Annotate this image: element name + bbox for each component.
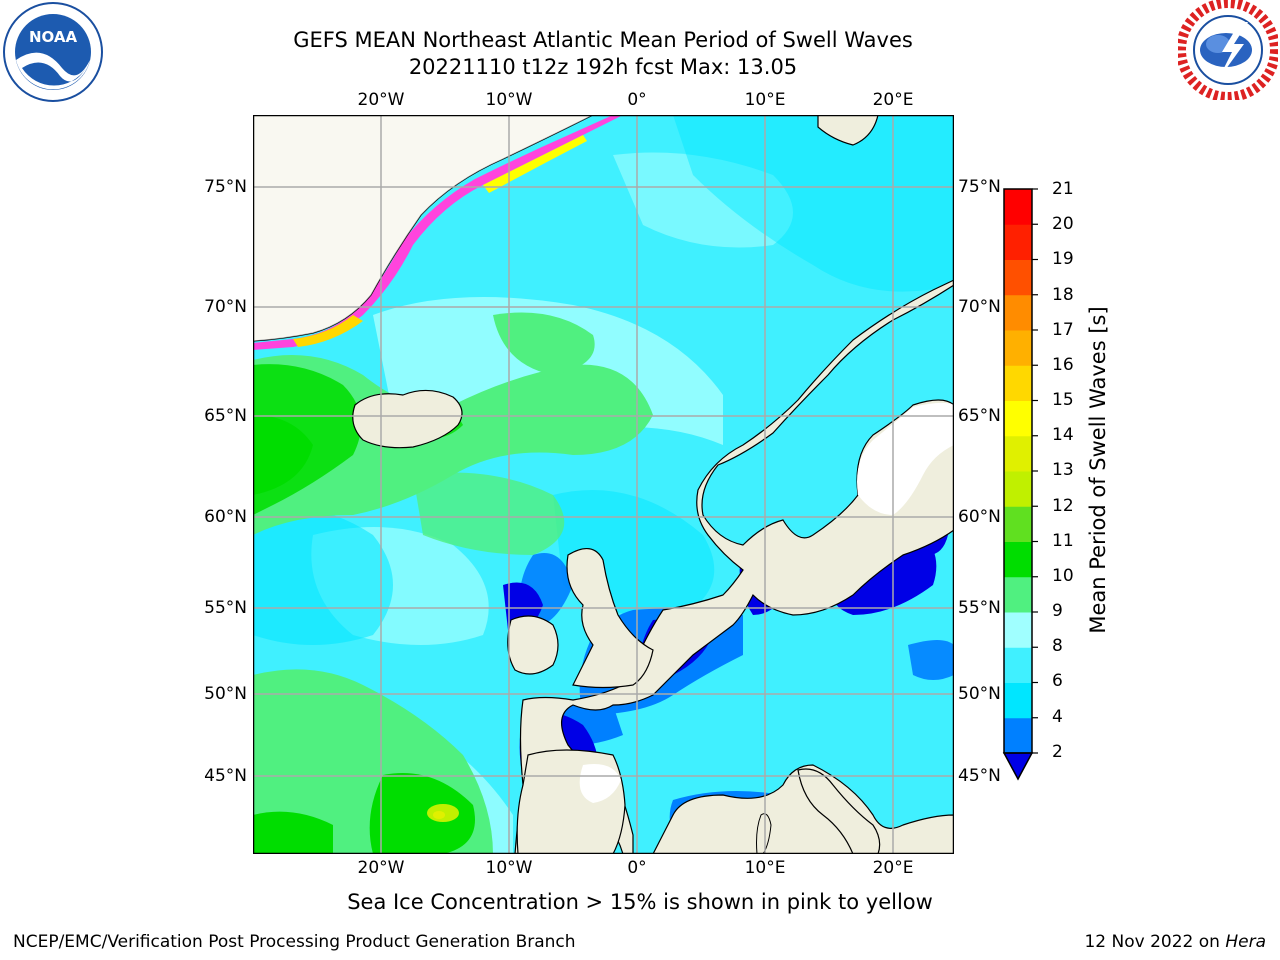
lon-label-bottom: 0° (627, 858, 647, 878)
iberia-land (516, 749, 626, 854)
colorbar-tick: 20 (1052, 214, 1074, 234)
lat-label-left: 60°N (204, 507, 247, 527)
svg-text:NOAA: NOAA (29, 28, 78, 46)
sea-ice-note-text: Sea Ice Concentration > 15% is shown in … (347, 890, 933, 914)
date-text: 12 Nov 2022 on (1084, 932, 1220, 952)
colorbar-segment (1004, 612, 1032, 648)
lat-label-right: 45°N (958, 766, 1001, 786)
colorbar-tick: 12 (1052, 496, 1074, 516)
lon-label-top: 20°E (872, 90, 914, 110)
colorbar-segment (1004, 682, 1032, 719)
colorbar-segment (1004, 400, 1032, 437)
ireland-land (507, 615, 559, 675)
italy-land (797, 768, 881, 854)
map-subtitle: 20221110 t12z 192h fcst Max: 13.05 (408, 55, 798, 79)
lat-label-left: 70°N (204, 297, 247, 317)
colorbar-segment (1004, 259, 1032, 296)
lon-label-bottom: 20°W (357, 858, 405, 878)
colorbar-segment (1004, 294, 1032, 331)
colorbar (1002, 188, 1038, 781)
lat-label-right: 50°N (958, 684, 1001, 704)
noaa-logo: NOAA (3, 2, 103, 102)
britain-land (566, 548, 654, 689)
colorbar-tick: 8 (1052, 636, 1063, 656)
lat-label-right: 55°N (958, 598, 1001, 618)
lat-label-left: 50°N (204, 684, 247, 704)
colorbar-segment (1004, 541, 1032, 578)
lat-label-right: 75°N (958, 177, 1001, 197)
colorbar-segment (1004, 189, 1032, 225)
colorbar-tick: 11 (1052, 531, 1074, 551)
lat-label-left: 65°N (204, 406, 247, 426)
lon-label-bottom: 10°W (485, 858, 533, 878)
lat-label-left: 75°N (204, 177, 247, 197)
colorbar-tick: 21 (1052, 179, 1074, 199)
lon-label-top: 0° (627, 90, 647, 110)
colorbar-tick: 10 (1052, 566, 1074, 586)
svalbard-land (817, 115, 879, 146)
colorbar-segment (1004, 471, 1032, 507)
colorbar-tick: 16 (1052, 355, 1074, 375)
colorbar-tick: 14 (1052, 425, 1074, 445)
lon-label-top: 20°W (357, 90, 405, 110)
lat-label-left: 55°N (204, 598, 247, 618)
swell-period-map (253, 115, 954, 854)
colorbar-tick: 17 (1052, 320, 1074, 340)
lon-label-bottom: 20°E (872, 858, 914, 878)
date-line: 12 Nov 2022 on Hera (1084, 932, 1266, 952)
sea-ice-note: Sea Ice Concentration > 15% is shown in … (0, 890, 1280, 914)
lat-label-right: 70°N (958, 297, 1001, 317)
lat-label-right: 60°N (958, 507, 1001, 527)
colorbar-segment (1004, 224, 1032, 260)
lat-label-left: 45°N (204, 766, 247, 786)
lat-label-right: 65°N (958, 406, 1001, 426)
iceland-land (352, 389, 463, 449)
colorbar-tick: 2 (1052, 742, 1063, 762)
colorbar-tick: 6 (1052, 671, 1063, 691)
colorbar-tick: 13 (1052, 460, 1074, 480)
colorbar-segment (1004, 506, 1032, 542)
colorbar-segment (1004, 330, 1032, 366)
date-system: Hera (1225, 932, 1266, 952)
nws-logo (1178, 0, 1278, 100)
colorbar-tick: 19 (1052, 249, 1074, 269)
lon-label-top: 10°W (485, 90, 533, 110)
colorbar-label: Mean Period of Swell Waves [s] (1086, 306, 1110, 634)
colorbar-segment (1004, 365, 1032, 401)
colorbar-segment (1004, 647, 1032, 683)
map-frame (253, 115, 954, 854)
colorbar-tick: 15 (1052, 390, 1074, 410)
colorbar-segment (1004, 576, 1032, 613)
colorbar-tick: 9 (1052, 601, 1063, 621)
colorbar-extend-arrow (1002, 752, 1034, 781)
colorbar-segment (1004, 435, 1032, 472)
colorbar-segment (1004, 717, 1032, 754)
colorbar-tick: 18 (1052, 285, 1074, 305)
lon-label-top: 10°E (744, 90, 786, 110)
colorbar-tick: 4 (1052, 707, 1063, 727)
map-title: GEFS MEAN Northeast Atlantic Mean Period… (293, 28, 913, 52)
graticule (253, 115, 954, 854)
lon-label-bottom: 10°E (744, 858, 786, 878)
credit-line: NCEP/EMC/Verification Post Processing Pr… (13, 932, 576, 952)
